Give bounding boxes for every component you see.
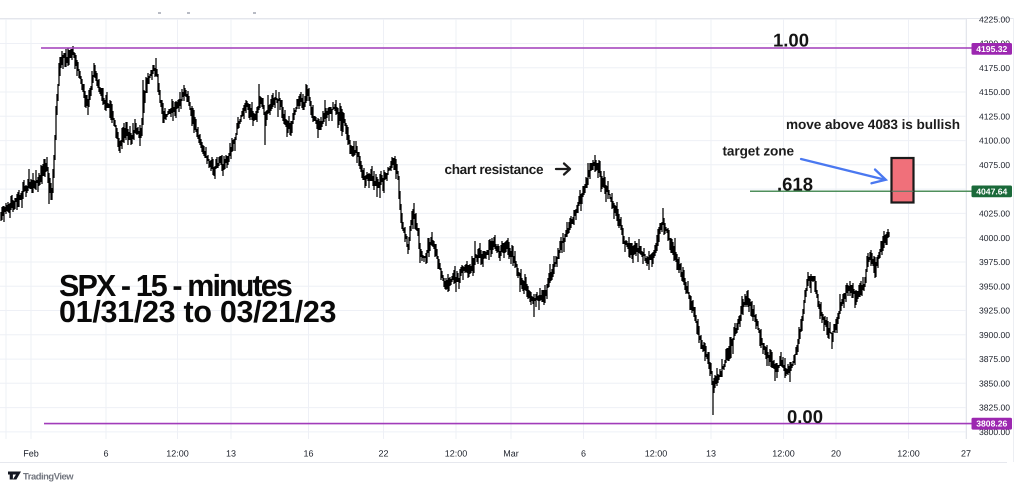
svg-text:4000.00: 4000.00 (979, 233, 1010, 243)
svg-text:3925.00: 3925.00 (979, 306, 1010, 316)
svg-text:12:00: 12:00 (166, 448, 189, 458)
svg-text:1.00: 1.00 (773, 30, 809, 51)
svg-text:3850.00: 3850.00 (979, 378, 1010, 388)
svg-text:3800.00: 3800.00 (979, 427, 1010, 437)
svg-text:27: 27 (961, 448, 971, 458)
svg-text:3875.00: 3875.00 (979, 354, 1010, 364)
svg-text:3808.26: 3808.26 (976, 419, 1007, 429)
svg-text:Mar: Mar (503, 448, 519, 458)
svg-text:.618: .618 (777, 174, 813, 195)
svg-text:4075.00: 4075.00 (979, 160, 1010, 170)
svg-text:4195.32: 4195.32 (976, 44, 1007, 54)
svg-text:4175.00: 4175.00 (979, 63, 1010, 73)
svg-text:4225.00: 4225.00 (979, 14, 1010, 24)
svg-text:12:00: 12:00 (645, 448, 668, 458)
svg-text:4125.00: 4125.00 (979, 111, 1010, 121)
svg-text:01/31/23 to 03/21/23: 01/31/23 to 03/21/23 (59, 295, 336, 329)
svg-text:3950.00: 3950.00 (979, 281, 1010, 291)
svg-text:4100.00: 4100.00 (979, 136, 1010, 146)
svg-text:3825.00: 3825.00 (979, 403, 1010, 413)
svg-text:3975.00: 3975.00 (979, 257, 1010, 267)
svg-text:TradingView: TradingView (23, 470, 74, 481)
svg-text:20: 20 (831, 448, 841, 458)
svg-text:chart resistance: chart resistance (445, 162, 544, 177)
svg-text:13: 13 (226, 448, 236, 458)
svg-text:4047.64: 4047.64 (976, 186, 1007, 196)
svg-text:0.00: 0.00 (787, 406, 823, 427)
svg-text:12:00: 12:00 (772, 448, 795, 458)
svg-text:6: 6 (103, 448, 108, 458)
svg-text:16: 16 (303, 448, 313, 458)
svg-text:SPX - 15 - minutes: SPX - 15 - minutes (59, 269, 292, 303)
svg-text:13: 13 (706, 448, 716, 458)
svg-text:3900.00: 3900.00 (979, 330, 1010, 340)
svg-text:12:00: 12:00 (445, 448, 468, 458)
svg-text:12:00: 12:00 (897, 448, 920, 458)
svg-text:Feb: Feb (23, 448, 39, 458)
svg-text:6: 6 (581, 448, 586, 458)
svg-text:4025.00: 4025.00 (979, 209, 1010, 219)
svg-text:22: 22 (378, 448, 388, 458)
svg-text:4150.00: 4150.00 (979, 87, 1010, 97)
svg-text:move above 4083 is bullish: move above 4083 is bullish (786, 117, 960, 132)
svg-text:target zone: target zone (723, 144, 795, 159)
